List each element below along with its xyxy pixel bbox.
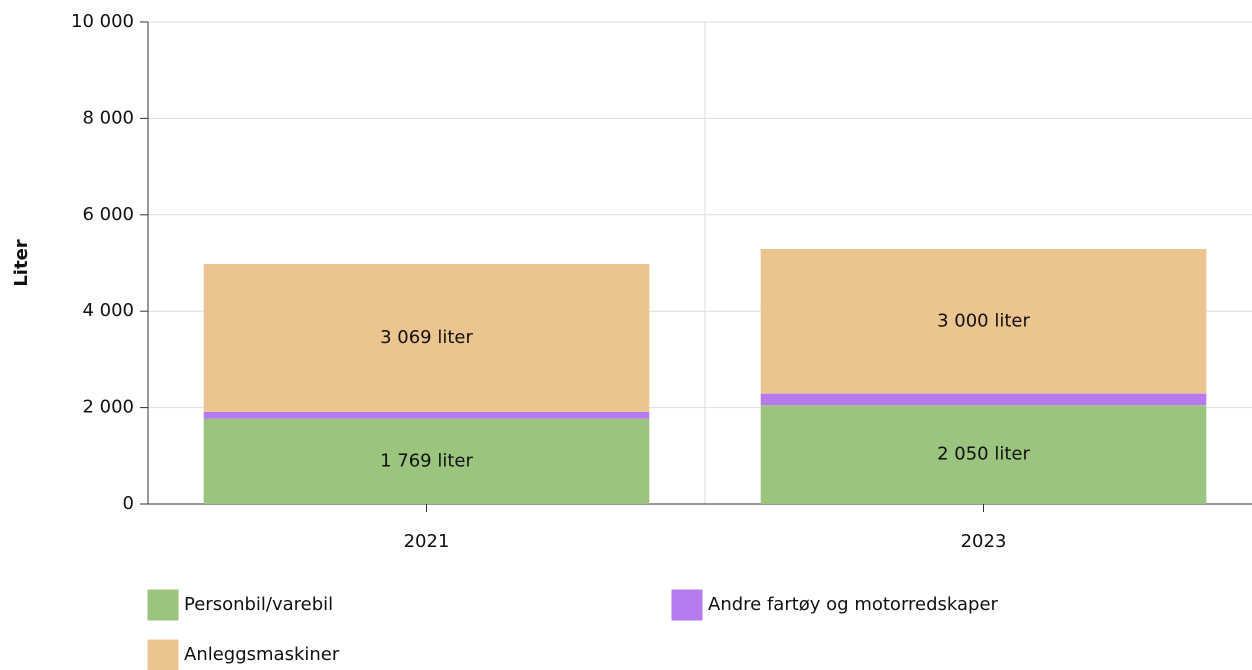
y-tick-label: 0 [123,493,134,514]
data-label: 3 069 liter [380,327,473,348]
y-tick-label: 2 000 [82,397,134,418]
data-label: 1 769 liter [380,450,473,471]
legend-swatch [147,589,179,621]
x-tick-label: 2023 [961,531,1007,552]
legend-swatch [671,589,703,621]
legend-label: Personbil/varebil [184,594,333,615]
x-tick-label: 2021 [404,531,450,552]
legend-swatch [147,639,179,670]
y-tick-label: 4 000 [82,300,134,321]
y-tick-label: 8 000 [82,107,134,128]
y-tick-label: 10 000 [71,11,134,32]
bar-segment [203,411,650,419]
bar-segment [760,249,1207,394]
bar-segment [203,418,650,504]
data-label: 3 000 liter [937,310,1030,331]
bar-segment [203,264,650,412]
legend-label: Anleggsmaskiner [184,644,340,665]
legend-label: Andre fartøy og motorredskaper [708,594,999,615]
bar-segment [760,405,1207,504]
y-tick-label: 6 000 [82,204,134,225]
data-label: 2 050 liter [937,444,1030,465]
y-axis-label: Liter [11,239,32,286]
bar-segment [760,393,1207,406]
